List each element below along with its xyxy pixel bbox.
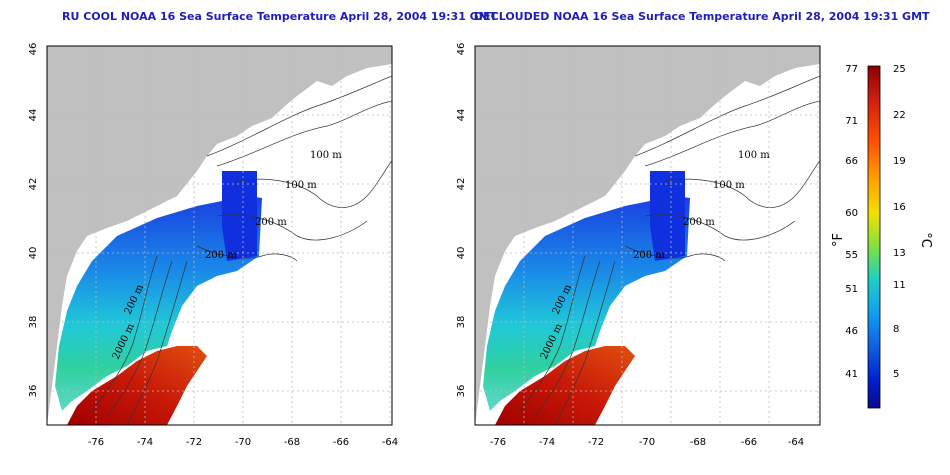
lon-tick: -66 — [741, 437, 757, 448]
lon-tick: -64 — [382, 437, 398, 448]
right-map: 100 m 100 m 200 m 200 m 200 m 2000 m -76… — [456, 43, 821, 448]
celsius-label: 11 — [893, 280, 906, 291]
fahrenheit-unit: °F — [831, 233, 846, 247]
lon-tick: -74 — [539, 437, 555, 448]
fahrenheit-label: 71 — [845, 116, 858, 127]
lat-tick: 40 — [456, 247, 467, 260]
contour-label: 100 m — [713, 180, 745, 191]
contour-label: 200 m — [633, 250, 665, 261]
celsius-label: 16 — [893, 202, 906, 213]
contour-label: 100 m — [310, 150, 342, 161]
lat-tick: 38 — [456, 316, 467, 329]
left-map-title: RU COOL NOAA 16 Sea Surface Temperature … — [62, 10, 498, 23]
lat-tick: 42 — [456, 178, 467, 191]
lon-tick: -74 — [137, 437, 153, 448]
contour-label: 100 m — [285, 180, 317, 191]
contour-label: 100 m — [738, 150, 770, 161]
right-lat-ticks: 36 38 40 42 44 46 — [456, 43, 467, 398]
lat-tick: 44 — [456, 109, 467, 122]
celsius-label: 25 — [893, 64, 906, 75]
lat-tick: 46 — [456, 43, 467, 56]
lon-tick: -76 — [490, 437, 506, 448]
left-lon-ticks: -76 -74 -72 -70 -68 -66 -64 — [88, 437, 398, 448]
fahrenheit-label: 60 — [845, 208, 858, 219]
contour-label: 200 m — [255, 217, 287, 228]
fahrenheit-labels: 77 71 66 60 55 51 46 41 — [845, 64, 858, 380]
contour-label: 200 m — [683, 217, 715, 228]
contour-label: 200 m — [205, 250, 237, 261]
lat-tick: 36 — [456, 385, 467, 398]
fahrenheit-label: 55 — [845, 250, 858, 261]
right-lon-ticks: -76 -74 -72 -70 -68 -66 -64 — [490, 437, 804, 448]
lat-tick: 38 — [28, 316, 39, 329]
celsius-label: 5 — [893, 369, 899, 380]
fahrenheit-label: 51 — [845, 284, 858, 295]
right-map-title: DECLOUDED NOAA 16 Sea Surface Temperatur… — [474, 10, 930, 23]
celsius-label: 19 — [893, 156, 906, 167]
fahrenheit-label: 41 — [845, 369, 858, 380]
lon-tick: -72 — [588, 437, 604, 448]
lat-tick: 42 — [28, 178, 39, 191]
left-lat-ticks: 36 38 40 42 44 46 — [28, 43, 39, 398]
lon-tick: -72 — [186, 437, 202, 448]
lon-tick: -64 — [788, 437, 804, 448]
lon-tick: -66 — [333, 437, 349, 448]
fahrenheit-label: 66 — [845, 156, 858, 167]
celsius-label: 13 — [893, 248, 906, 259]
fahrenheit-label: 46 — [845, 326, 858, 337]
left-map: 100 m 100 m 200 m 200 m 200 m 2000 m -76… — [28, 43, 398, 448]
lat-tick: 36 — [28, 385, 39, 398]
lat-tick: 40 — [28, 247, 39, 260]
lon-tick: -68 — [690, 437, 706, 448]
temperature-colorbar: 77 71 66 60 55 51 46 41 25 22 19 16 13 1… — [831, 64, 933, 409]
celsius-unit: °C — [918, 232, 933, 248]
celsius-label: 22 — [893, 110, 906, 121]
lon-tick: -76 — [88, 437, 104, 448]
colorbar-gradient — [867, 65, 881, 409]
fahrenheit-label: 77 — [845, 64, 858, 75]
lon-tick: -70 — [639, 437, 655, 448]
lat-tick: 44 — [28, 109, 39, 122]
lat-tick: 46 — [28, 43, 39, 56]
celsius-label: 8 — [893, 324, 899, 335]
lon-tick: -70 — [235, 437, 251, 448]
lon-tick: -68 — [284, 437, 300, 448]
celsius-labels: 25 22 19 16 13 11 8 5 — [893, 64, 906, 380]
